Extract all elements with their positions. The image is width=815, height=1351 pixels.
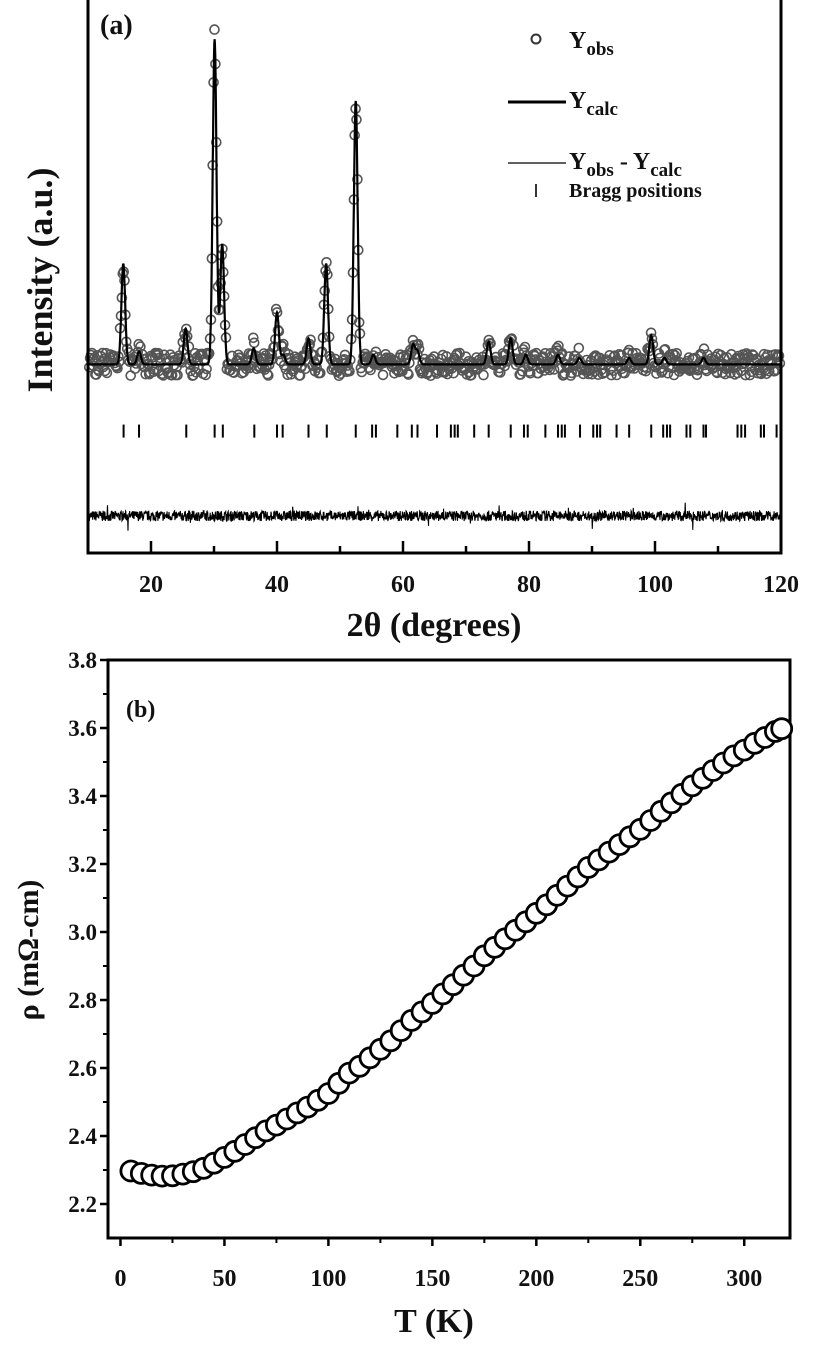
panel-b-frame xyxy=(106,658,792,1240)
panel-a-plot-area xyxy=(84,24,786,531)
y-tick-label: 3.2 xyxy=(68,852,97,877)
yobs-point xyxy=(172,369,183,381)
yobs-point xyxy=(668,369,680,381)
yobs-point xyxy=(738,353,750,364)
legend-yobs-label: Yobs xyxy=(569,28,614,60)
resistivity-point xyxy=(770,717,794,741)
panel-a-x-axis-label: 2θ (degrees) xyxy=(347,607,522,644)
panel-b-x-axis-label: T (K) xyxy=(394,1303,474,1340)
ycalc-series xyxy=(89,39,781,366)
panel-b-label: (b) xyxy=(126,697,155,723)
yobs-point xyxy=(377,369,389,381)
yobs-point xyxy=(441,351,452,362)
panel-b-resistivity: 0 50 100 150 200 250 300 2.2 2.4 2.6 2.8 3.0 3.2 3.4 3… xyxy=(12,648,794,1340)
yobs-point xyxy=(314,367,326,379)
yobs-point xyxy=(691,369,703,381)
yobs-point xyxy=(769,365,780,377)
x-tick-label: 150 xyxy=(414,1266,450,1292)
legend-diff-label: Yobs - Ycalc xyxy=(569,149,682,181)
y-tick-label: 2.8 xyxy=(68,988,97,1013)
panel-a-xrd: 20 40 60 80 100 120 (a) Intensity (a.u.) 2θ (… xyxy=(20,0,799,644)
yobs-point xyxy=(166,369,178,381)
bragg-positions-series xyxy=(122,424,778,438)
yobs-point xyxy=(524,367,536,379)
x-tick-label: 100 xyxy=(637,572,673,598)
y-tick-label: 3.0 xyxy=(68,920,97,945)
yobs-series xyxy=(84,24,786,382)
legend-bragg-label: Bragg positions xyxy=(569,180,702,202)
legend-yobs-marker xyxy=(530,33,542,45)
yobs-point xyxy=(258,348,270,359)
x-tick-label: 20 xyxy=(139,572,163,598)
difference-series xyxy=(88,502,781,531)
yobs-point xyxy=(101,367,113,379)
panel-a-legend: Yobs Ycalc Yobs - Ycalc Bragg positions xyxy=(508,28,702,202)
yobs-point xyxy=(196,348,208,360)
x-tick-label: 0 xyxy=(114,1266,126,1292)
yobs-point xyxy=(248,332,259,344)
yobs-point xyxy=(99,365,111,377)
y-tick-label: 2.6 xyxy=(68,1056,97,1081)
panel-a-y-axis-label: Intensity (a.u.) xyxy=(20,167,60,392)
yobs-point xyxy=(773,350,785,362)
yobs-point xyxy=(91,369,102,380)
x-tick-label: 100 xyxy=(310,1266,346,1292)
panel-a-label: (a) xyxy=(100,10,133,41)
yobs-point xyxy=(671,347,683,359)
yobs-point xyxy=(135,341,146,352)
yobs-point xyxy=(344,365,355,377)
x-tick-label: 80 xyxy=(517,572,541,598)
y-tick-label: 3.6 xyxy=(68,716,97,741)
yobs-point xyxy=(133,338,144,350)
yobs-point xyxy=(519,341,531,353)
x-tick-label: 300 xyxy=(726,1266,762,1292)
y-tick-label: 3.8 xyxy=(68,648,97,673)
difference-line xyxy=(88,502,781,531)
panel-a-x-ticks: 20 40 60 80 100 120 xyxy=(139,541,799,598)
y-tick-label: 2.2 xyxy=(68,1192,97,1217)
yobs-point xyxy=(311,362,323,374)
legend-ycalc-label: Ycalc xyxy=(569,88,618,120)
yobs-point xyxy=(698,343,710,355)
panel-a-frame xyxy=(86,0,783,555)
x-tick-label: 200 xyxy=(518,1266,554,1292)
x-tick-label: 120 xyxy=(763,572,799,598)
y-tick-label: 2.4 xyxy=(68,1124,97,1149)
panel-b-y-axis-label: ρ (mΩ-cm) xyxy=(12,880,45,1021)
panel-b-plot-area xyxy=(119,717,794,1188)
x-tick-label: 60 xyxy=(391,572,415,598)
panel-b-ticks: 0 50 100 150 200 250 300 2.2 2.4 2.6 2.8 3.0 3.2 3.4 3… xyxy=(68,648,762,1292)
yobs-point xyxy=(740,369,751,381)
yobs-point xyxy=(669,349,681,361)
yobs-point xyxy=(573,342,585,354)
ycalc-line xyxy=(89,39,781,366)
yobs-point xyxy=(370,346,382,358)
x-tick-label: 40 xyxy=(265,572,289,598)
x-tick-label: 50 xyxy=(212,1266,236,1292)
yobs-point xyxy=(262,370,274,381)
y-tick-label: 3.4 xyxy=(68,784,97,809)
yobs-point xyxy=(586,368,598,380)
yobs-point xyxy=(200,369,211,381)
yobs-point xyxy=(342,360,354,371)
yobs-point xyxy=(403,369,414,380)
yobs-point xyxy=(209,24,220,35)
x-tick-label: 250 xyxy=(622,1266,658,1292)
yobs-point xyxy=(478,369,489,381)
